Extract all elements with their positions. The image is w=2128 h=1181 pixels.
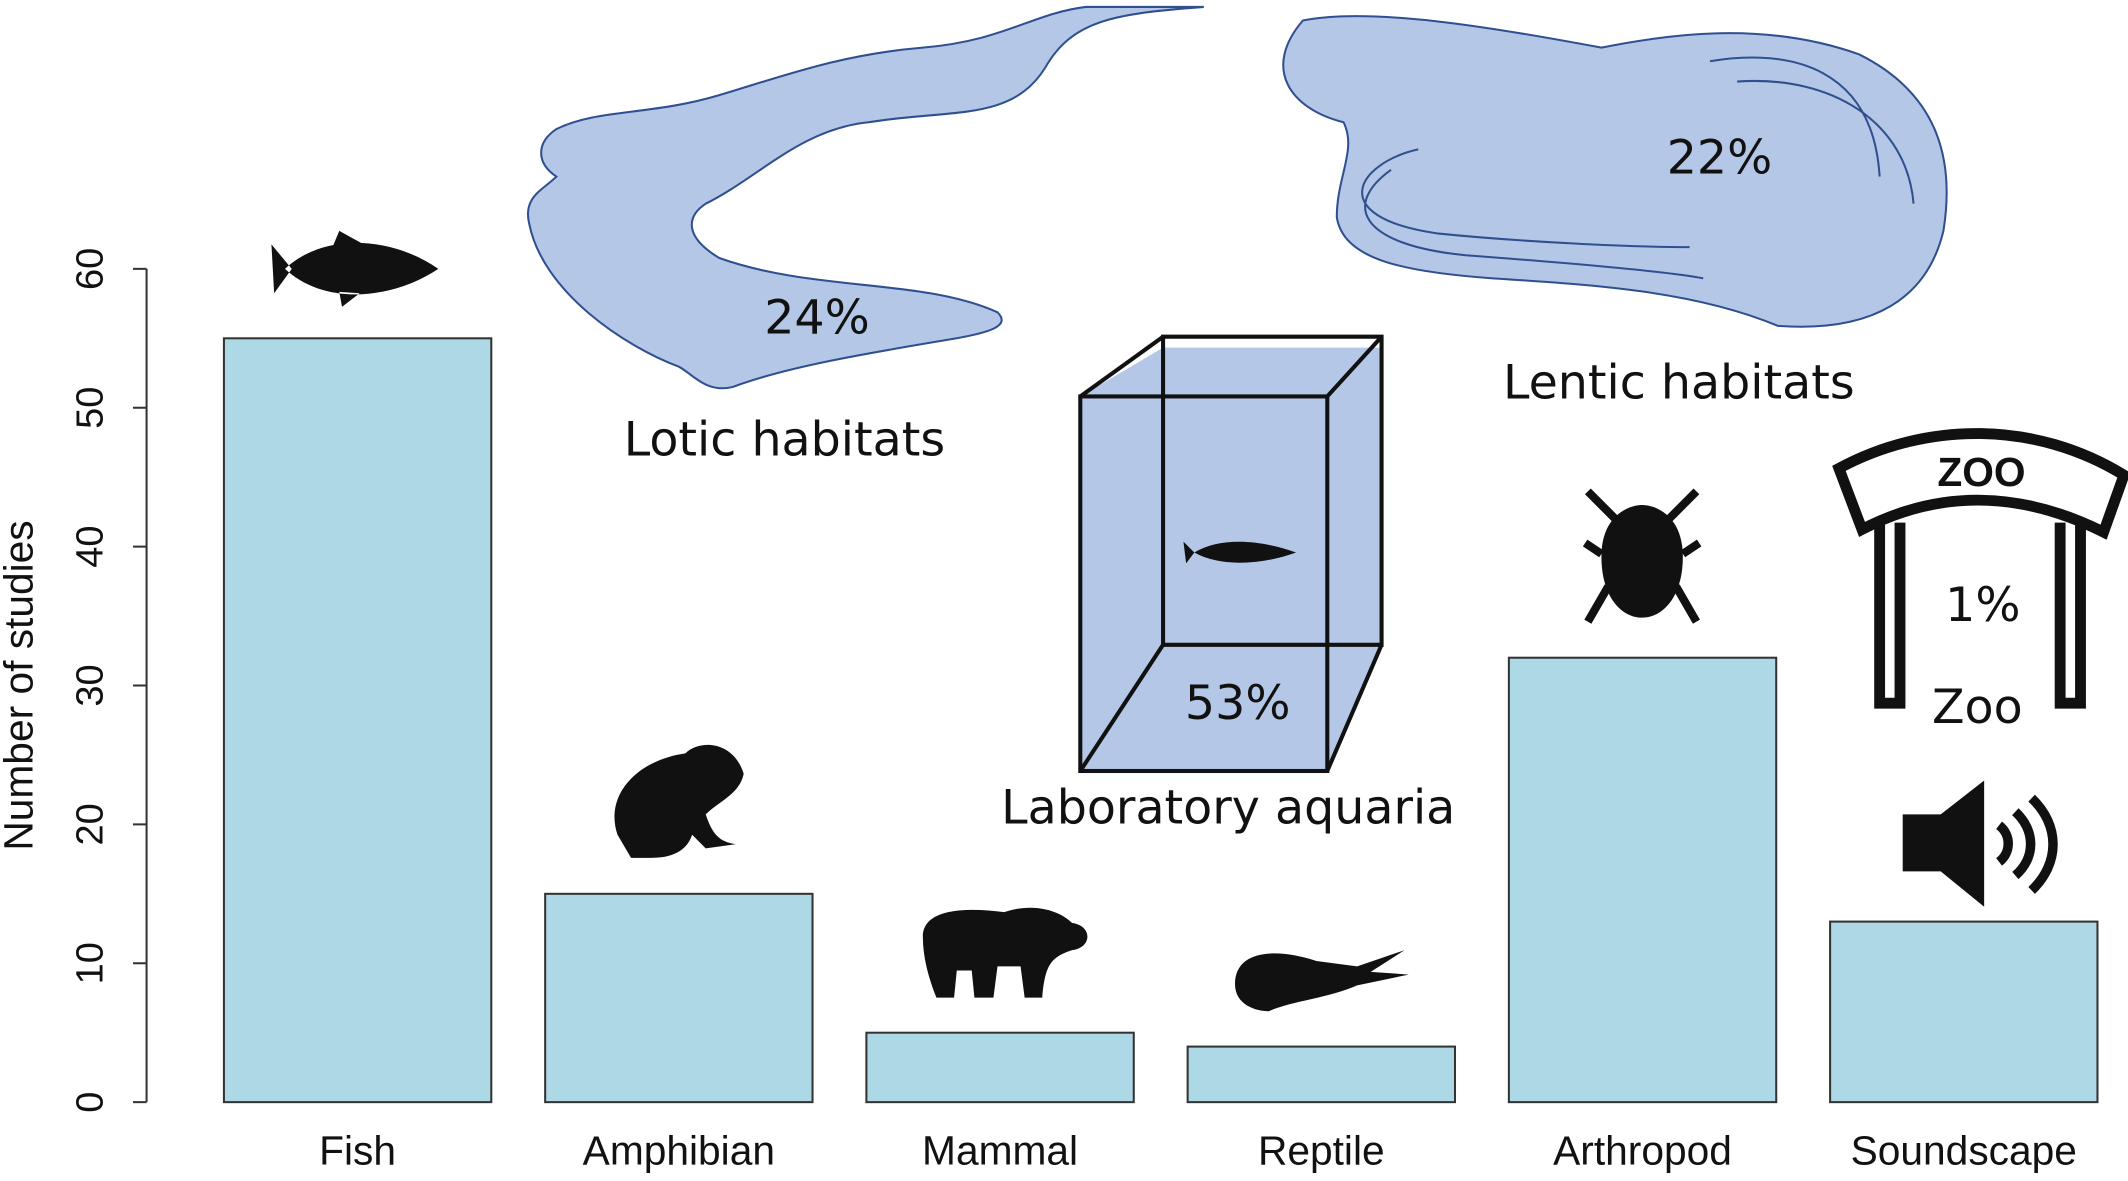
beetle-icon [1587, 495, 1697, 618]
x-tick-label: Fish [319, 1127, 396, 1173]
sound-waves [1995, 794, 2058, 894]
crocodile-icon [1235, 950, 1409, 1012]
beetle-legs [1582, 488, 1702, 624]
lake-ripples [1361, 56, 1915, 280]
x-tick-label: Reptile [1258, 1127, 1385, 1173]
bar [1186, 1045, 1457, 1104]
frog-icon [614, 744, 744, 858]
zoo-sign: ZOO [1937, 449, 2025, 495]
y-tick-label: 0 [69, 1092, 111, 1113]
y-axis-title: Number of studies [0, 520, 41, 850]
speaker-icon [1902, 780, 1985, 907]
y-tick-label: 40 [69, 525, 111, 567]
habitat-share: 53% [1185, 676, 1291, 731]
habitat-label: Lotic habitats [624, 413, 945, 468]
lotic-river [526, 5, 1204, 390]
y-tick-label: 50 [69, 387, 111, 429]
bar [544, 892, 814, 1104]
habitat-share: 24% [764, 290, 870, 345]
x-tick-label: Arthropod [1553, 1127, 1732, 1173]
hippo-icon [922, 907, 1088, 998]
x-tick-label: Mammal [922, 1127, 1078, 1173]
bar [1829, 920, 2099, 1104]
habitat-label: Laboratory aquaria [1001, 780, 1455, 835]
x-tick-label: Amphibian [583, 1127, 775, 1173]
bar [865, 1031, 1135, 1104]
y-tick-label: 20 [69, 803, 111, 845]
bar [1507, 656, 1778, 1104]
bar [222, 337, 493, 1104]
zoo-arch: ZOO [1832, 428, 2128, 709]
habitat-label: Zoo [1932, 680, 2023, 735]
habitat-share: 22% [1667, 130, 1773, 185]
y-tick-label: 30 [69, 664, 111, 706]
habitat-share: 1% [1945, 578, 2020, 633]
habitat-label: Lentic habitats [1503, 356, 1855, 411]
y-tick-label: 60 [69, 248, 111, 290]
y-tick-label: 10 [69, 942, 111, 984]
fish-icon [271, 230, 439, 307]
aquarium [1078, 334, 1384, 774]
x-tick-label: Soundscape [1851, 1127, 2077, 1173]
lentic-lake [1282, 15, 1948, 328]
